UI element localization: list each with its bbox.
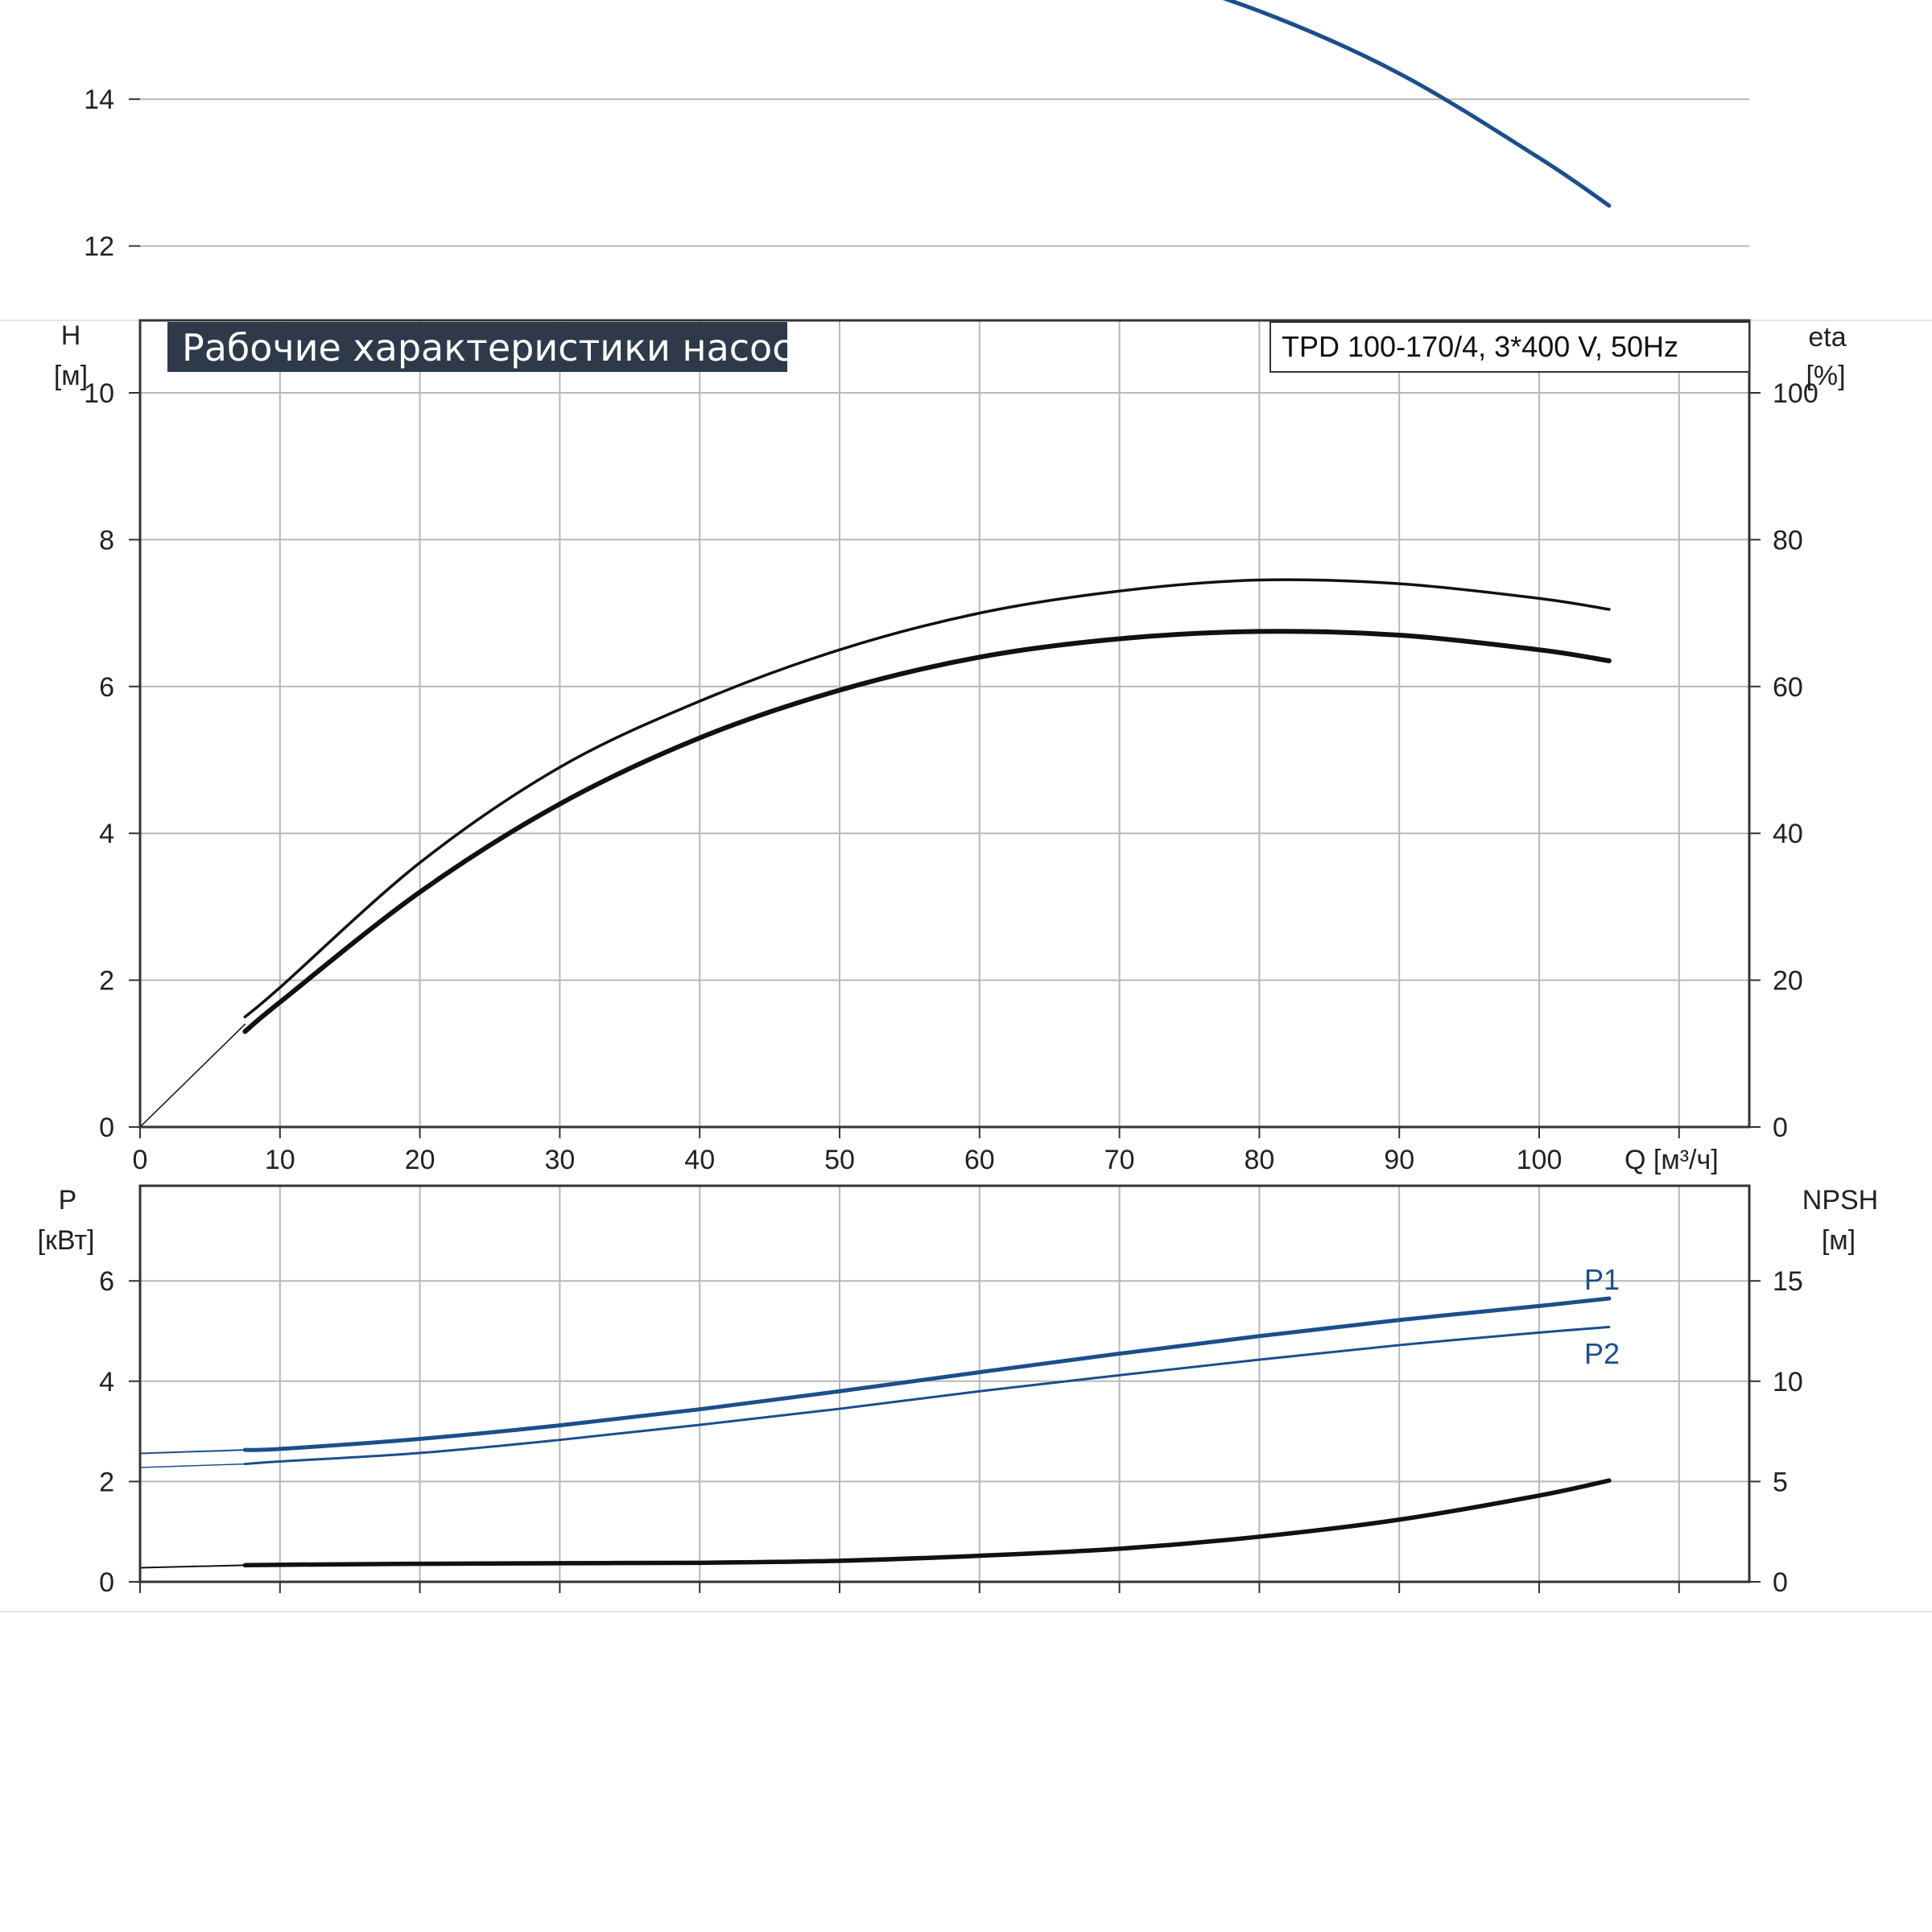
series-line-P2 <box>243 1326 1611 1466</box>
x-tick-label: 50 <box>824 1145 855 1175</box>
eta-axis-label: eta <box>1808 322 1846 353</box>
left-tick-label: 10 <box>84 378 114 409</box>
p2-series-label: P2 <box>1584 1337 1620 1370</box>
right-tick-label: 0 <box>1773 1113 1788 1143</box>
bottom-ticks: 0 2 4 6 0 5 10 15 <box>99 1266 1803 1598</box>
right-tick-label: 5 <box>1773 1467 1788 1497</box>
left-tick-label: 14 <box>84 85 114 115</box>
left-tick-label: 0 <box>99 1113 114 1143</box>
series-line-eta-upper <box>243 578 1611 1018</box>
x-tick-label: 60 <box>964 1145 995 1175</box>
eta-axis-unit: [%] <box>1806 361 1845 391</box>
q-axis-label: Q [м³/ч] <box>1624 1145 1719 1175</box>
x-tick-label: 0 <box>133 1145 148 1175</box>
x-tick-label: 40 <box>684 1145 715 1175</box>
left-tick-label: 6 <box>99 672 114 703</box>
left-tick-label: 0 <box>99 1567 114 1598</box>
model-box <box>1269 321 1750 373</box>
right-tick-label: 100 <box>1773 378 1818 409</box>
right-tick-label: 15 <box>1773 1266 1803 1297</box>
top-panel: 0246810121416180204060801000102030405060… <box>54 0 1847 1175</box>
top-series <box>139 0 1612 1128</box>
x-tick-label: 30 <box>544 1145 575 1175</box>
series-line-P2-ext <box>139 1463 246 1468</box>
series-line-NPSH <box>242 1478 1612 1568</box>
x-tick-label: 20 <box>405 1145 436 1175</box>
left-tick-label: 4 <box>99 1367 114 1397</box>
npsh-axis-label: NPSH <box>1802 1185 1878 1216</box>
left-tick-label: 8 <box>99 525 114 555</box>
top-grid <box>140 98 1749 1127</box>
bottom-panel: 0 2 4 6 0 5 10 15 P [кВт] NPSH [м] P1 P2 <box>38 1184 1878 1598</box>
title-box <box>167 322 787 372</box>
left-tick-label: 4 <box>99 819 114 849</box>
left-tick-label: 6 <box>99 1266 114 1297</box>
right-tick-label: 10 <box>1773 1367 1803 1397</box>
left-tick-label: 12 <box>84 232 114 262</box>
top-ticks: 0246810121416180204060801000102030405060… <box>84 85 1818 1175</box>
left-tick-label: 2 <box>99 1467 114 1497</box>
x-tick-label: 70 <box>1104 1145 1135 1175</box>
p-axis-label: P <box>59 1185 77 1216</box>
right-tick-label: 60 <box>1773 672 1803 703</box>
bottom-series <box>139 1296 1612 1569</box>
series-line-P1 <box>242 1296 1612 1452</box>
p1-series-label: P1 <box>1584 1263 1620 1296</box>
x-tick-label: 10 <box>265 1145 295 1175</box>
right-tick-label: 0 <box>1773 1567 1788 1598</box>
series-line-eta-lower <box>242 629 1612 1034</box>
right-tick-label: 80 <box>1773 525 1803 555</box>
right-tick-label: 40 <box>1773 819 1803 849</box>
p-axis-unit: [кВт] <box>38 1225 95 1256</box>
left-tick-label: 2 <box>99 966 114 997</box>
npsh-axis-unit: [м] <box>1822 1225 1856 1256</box>
bottom-plot-frame <box>138 1184 1751 1583</box>
model-label: TPD 100-170/4, 3*400 V, 50Hz <box>1282 330 1678 363</box>
x-tick-label: 100 <box>1517 1145 1563 1175</box>
bottom-grid <box>140 1186 1749 1582</box>
series-line-H <box>1222 0 1612 208</box>
x-tick-label: 90 <box>1384 1145 1414 1175</box>
h-axis-unit: [м] <box>54 361 88 391</box>
right-tick-label: 20 <box>1773 966 1803 997</box>
series-line-P1-ext <box>139 1449 246 1455</box>
series-line-NPSH-ext <box>139 1564 246 1569</box>
series-line-eta-ext <box>139 1023 246 1128</box>
chart-title: Рабочие характеристики насоса <box>182 326 815 369</box>
top-plot-frame <box>138 319 1751 1129</box>
x-tick-label: 80 <box>1244 1145 1274 1175</box>
h-axis-label: H <box>61 320 81 351</box>
